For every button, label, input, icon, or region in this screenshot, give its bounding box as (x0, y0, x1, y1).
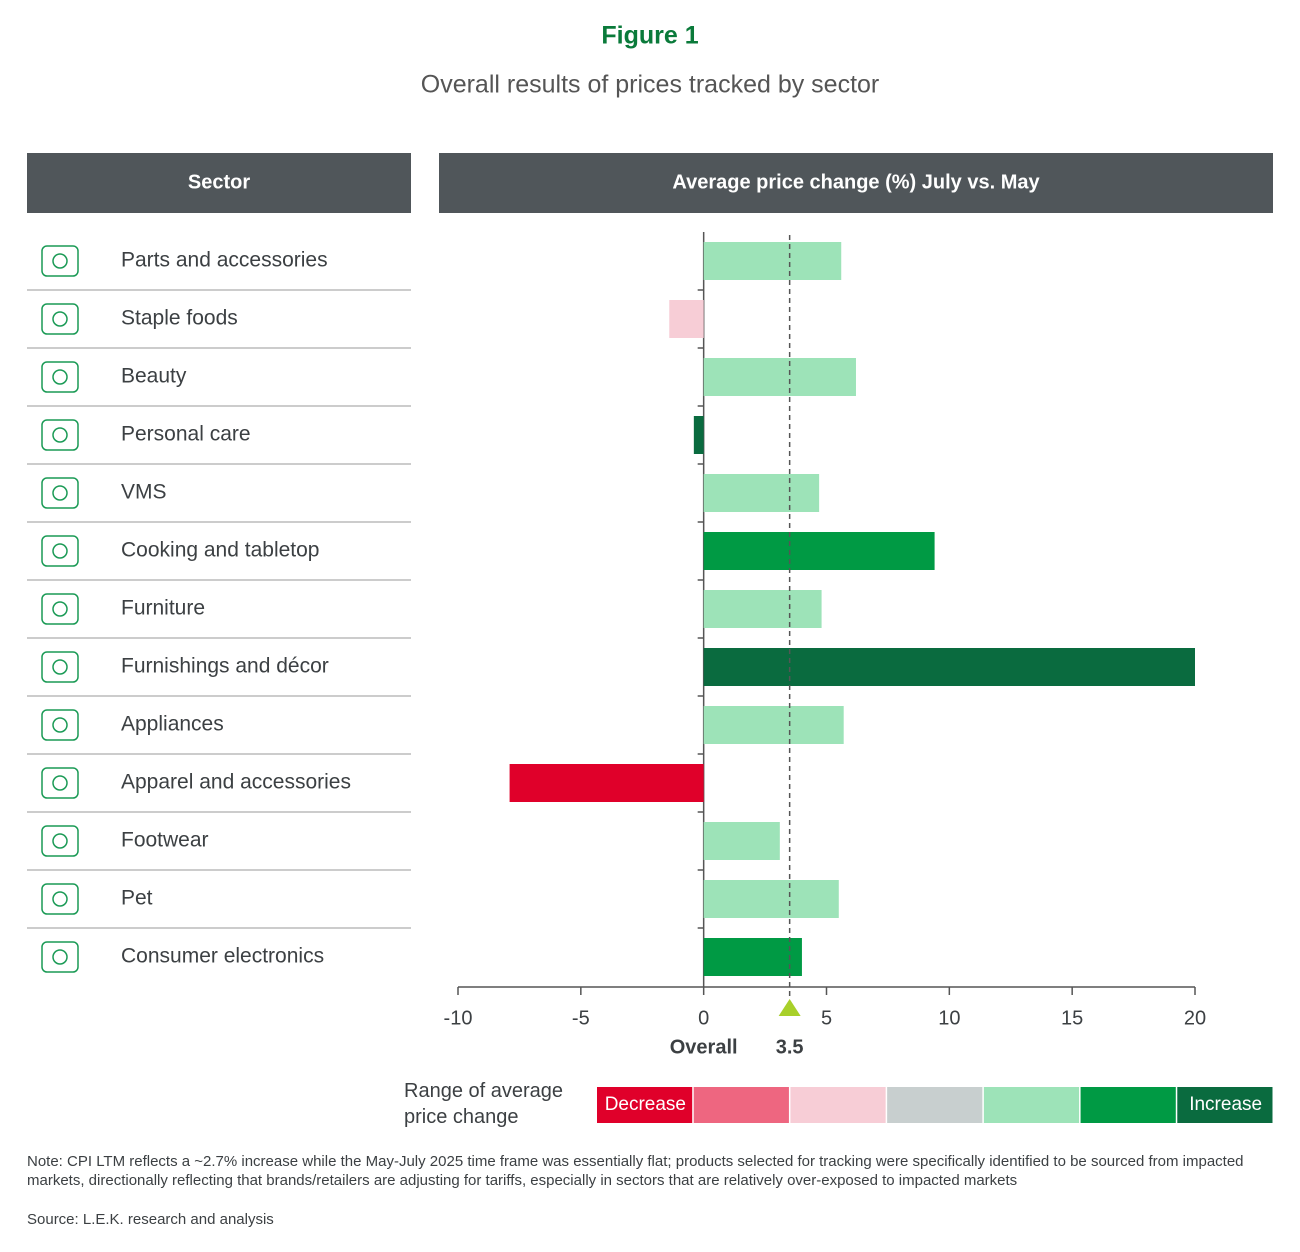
x-tick-label: 0 (698, 1007, 709, 1029)
sector-icon (41, 883, 79, 915)
category-label: Apparel and accessories (121, 771, 351, 794)
header-text: Average price change (%) July vs. May (672, 171, 1040, 193)
x-tick-label: 5 (821, 1007, 832, 1029)
category-label: VMS (121, 481, 167, 504)
sector-icon (52, 833, 68, 849)
sector-icon (52, 775, 68, 791)
legend-swatch (1080, 1087, 1176, 1123)
x-tick-label: 10 (938, 1007, 960, 1029)
category-label: Furnishings and décor (121, 655, 329, 678)
category-label: Consumer electronics (121, 945, 324, 968)
header-cell (27, 153, 411, 213)
bar (669, 300, 704, 338)
note: Note: CPI LTM reflects a ~2.7% increase … (27, 1153, 1244, 1189)
reference-value: 3.5 (776, 1036, 804, 1058)
sector-icon (41, 303, 79, 335)
sector-icon (52, 891, 68, 907)
bar (703, 938, 802, 976)
legend-swatch (693, 1087, 789, 1123)
sector-icon (52, 369, 68, 385)
category-label: Pet (121, 887, 153, 910)
x-tick-label: 15 (1061, 1007, 1083, 1029)
bar (703, 242, 842, 280)
sector-icon (52, 659, 68, 675)
sector-icon (41, 361, 79, 393)
sector-icon (41, 709, 79, 741)
category-label: Appliances (121, 713, 224, 736)
legend-low: Decrease (605, 1094, 686, 1115)
bar (703, 822, 780, 860)
sector-icon (41, 477, 79, 509)
reference-marker (778, 999, 801, 1016)
sector-icon (52, 601, 68, 617)
sector-icon (41, 941, 79, 973)
bar (703, 590, 822, 628)
reference-label: Overall (670, 1036, 738, 1058)
category-label: Footwear (121, 829, 209, 852)
sector-icon (41, 245, 79, 277)
sector-icon (52, 253, 68, 269)
header-text: Sector (188, 171, 250, 193)
sector-icon (41, 535, 79, 567)
bar (703, 648, 1195, 686)
sector-icon (52, 717, 68, 733)
legend-swatch (1177, 1087, 1273, 1123)
x-tick-label: -10 (444, 1007, 473, 1029)
sector-icon (52, 485, 68, 501)
category-label: Furniture (121, 597, 205, 620)
sector-icon (52, 311, 68, 327)
source: Source: L.E.K. research and analysis (27, 1211, 274, 1228)
sector-icon (41, 593, 79, 625)
sector-icon (41, 419, 79, 451)
bar (693, 416, 704, 454)
chart-subtitle: Overall results of prices tracked by sec… (421, 71, 880, 99)
category-label: Cooking and tabletop (121, 539, 320, 562)
header-cell (439, 153, 1273, 213)
sector-icon (52, 949, 68, 965)
sector-icon (41, 825, 79, 857)
sector-icon (41, 651, 79, 683)
bar (703, 706, 844, 744)
sector-icon (52, 427, 68, 443)
category-label: Beauty (121, 365, 187, 388)
bar (703, 532, 935, 570)
bar (509, 764, 704, 802)
bar (703, 358, 856, 396)
sector-icon (52, 543, 68, 559)
legend-swatch (597, 1087, 693, 1123)
sector-icon (41, 767, 79, 799)
legend-swatch (983, 1087, 1080, 1123)
category-label: Personal care (121, 423, 251, 446)
bar (703, 474, 820, 512)
legend-high: Increase (1189, 1094, 1262, 1115)
category-label: Staple foods (121, 307, 238, 330)
legend-swatch (887, 1087, 983, 1123)
legend-title: Range of average price change (404, 1080, 564, 1128)
category-label: Parts and accessories (121, 249, 328, 272)
chart-title: Figure 1 (601, 22, 698, 50)
x-tick-label: 20 (1184, 1007, 1206, 1029)
bar (703, 880, 839, 918)
legend-swatch (790, 1087, 886, 1123)
x-tick-label: -5 (572, 1007, 590, 1029)
